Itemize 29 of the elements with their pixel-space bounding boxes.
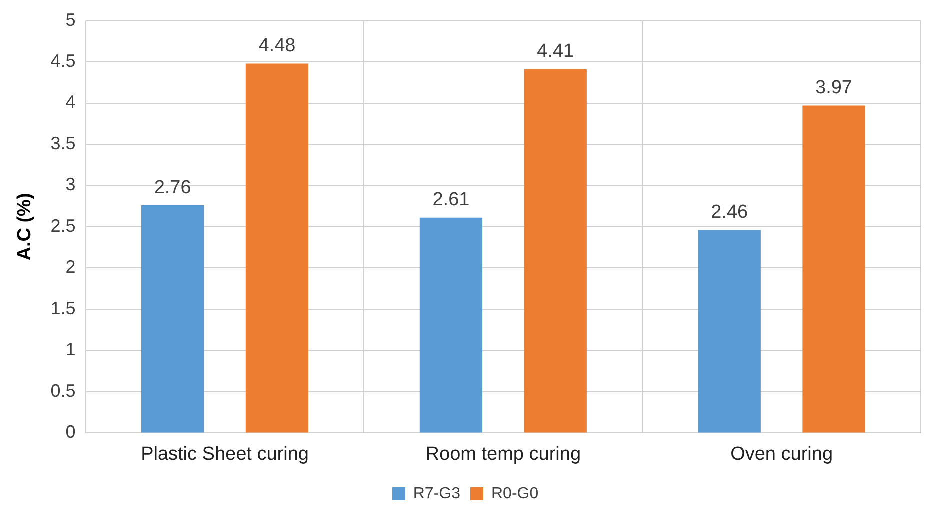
data-label: 2.61 bbox=[432, 190, 470, 211]
bar bbox=[698, 230, 761, 433]
x-tick-label: Room temp curing bbox=[426, 444, 582, 465]
data-label: 4.41 bbox=[537, 41, 574, 62]
data-label: 2.46 bbox=[711, 202, 748, 224]
x-tick-label: Oven curing bbox=[730, 444, 834, 465]
bar bbox=[420, 218, 483, 433]
y-axis-title: A.C (%) bbox=[14, 193, 36, 261]
bar bbox=[142, 206, 204, 433]
y-tick-label: 2 bbox=[66, 257, 76, 278]
y-tick-label: 3.5 bbox=[50, 133, 76, 154]
bar bbox=[246, 64, 309, 433]
legend-label: R7-G3 bbox=[413, 485, 461, 502]
y-tick-label: 3 bbox=[66, 174, 76, 195]
y-tick-label: 1 bbox=[66, 340, 76, 360]
y-tick-label: 5 bbox=[66, 10, 76, 30]
y-tick-label: 4 bbox=[66, 92, 76, 112]
x-tick-label: Plastic Sheet curing bbox=[141, 444, 309, 465]
y-tick-label: 0.5 bbox=[50, 380, 76, 401]
y-tick-label: 4.5 bbox=[50, 51, 76, 72]
y-tick-label: 0 bbox=[66, 422, 76, 442]
y-tick-label: 1.5 bbox=[50, 298, 76, 318]
data-label: 4.48 bbox=[258, 35, 296, 56]
y-tick-label: 2.5 bbox=[50, 216, 76, 236]
bar bbox=[524, 69, 587, 433]
legend-label: R0-G0 bbox=[492, 485, 539, 502]
bar bbox=[802, 106, 866, 433]
data-label: 2.76 bbox=[154, 177, 192, 198]
data-label: 3.97 bbox=[816, 77, 852, 98]
